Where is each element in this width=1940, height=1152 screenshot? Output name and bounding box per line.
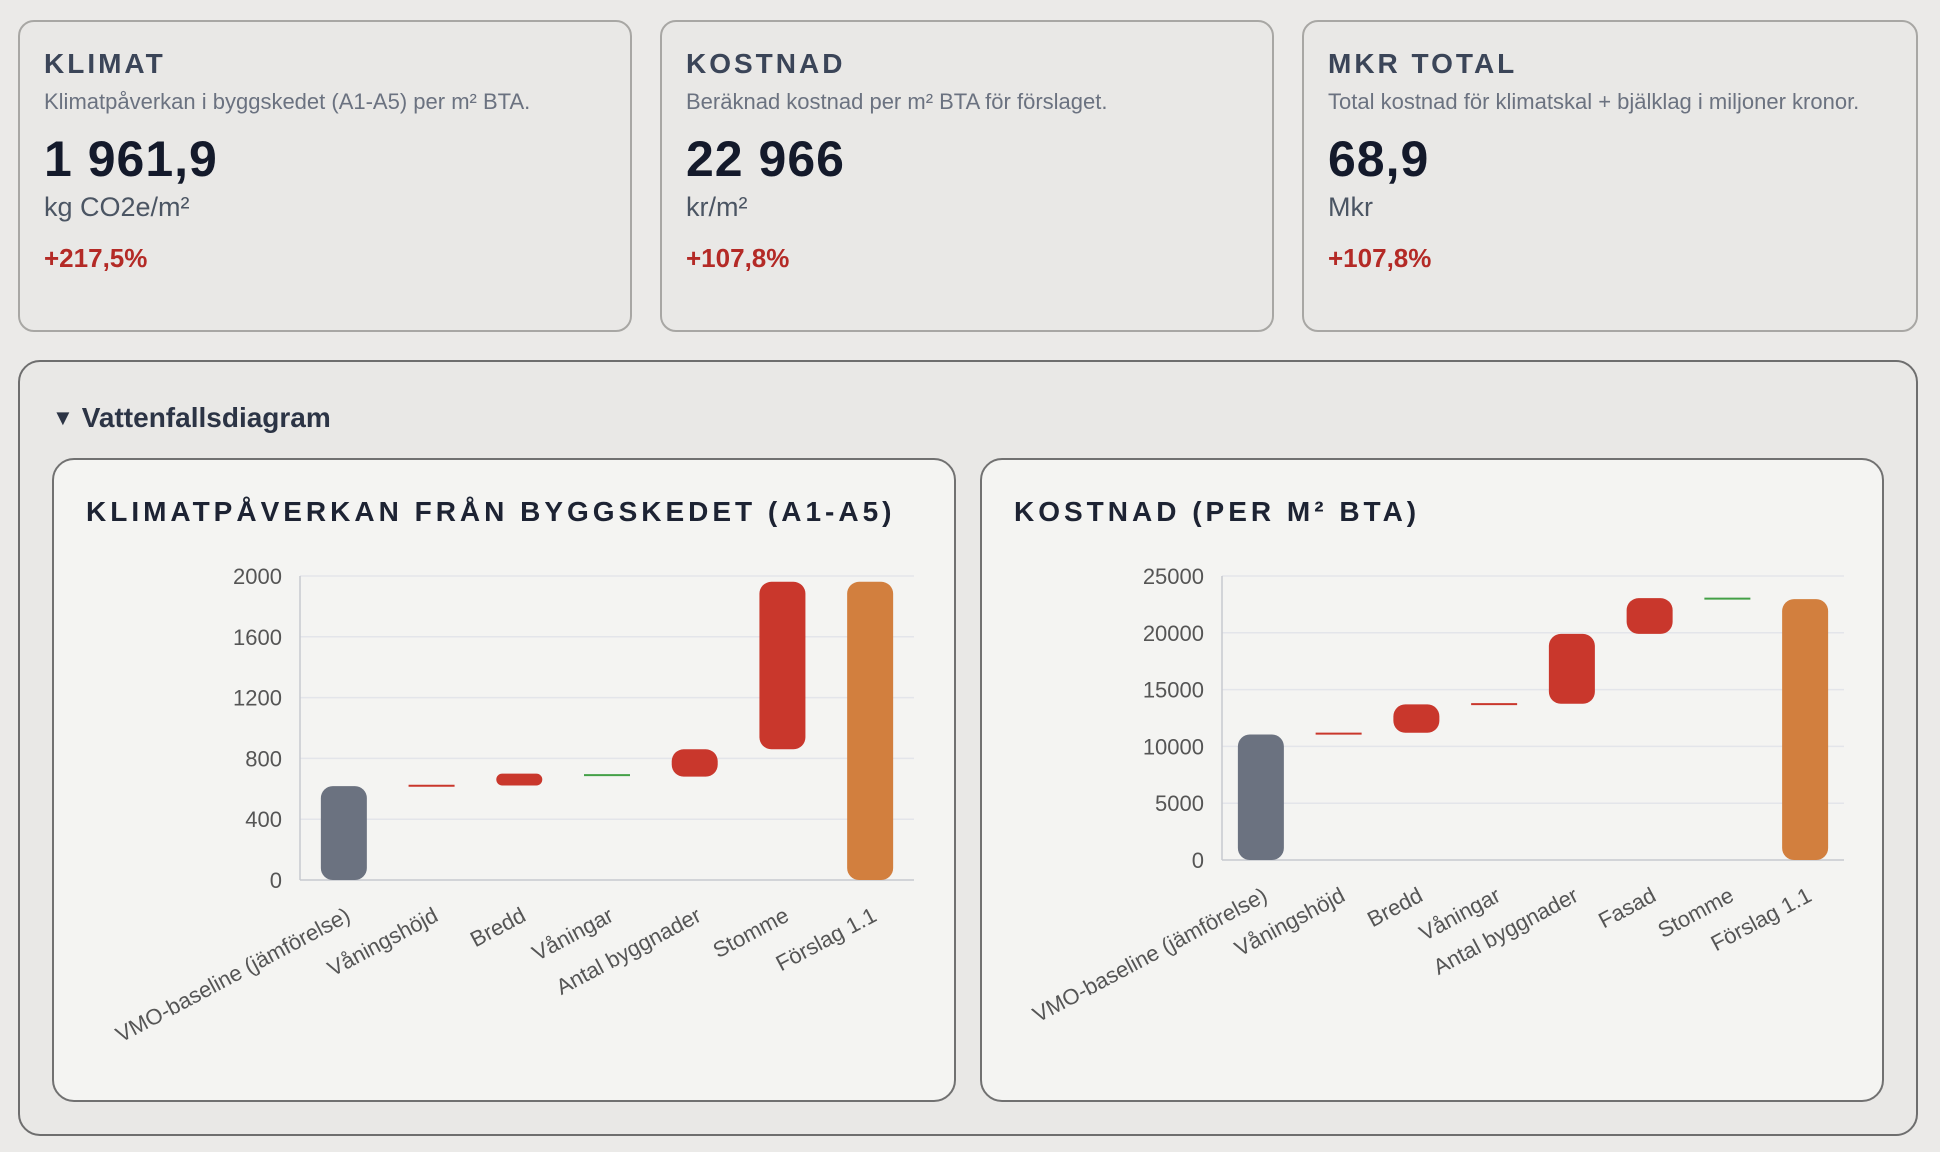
card-description: Klimatpåverkan i byggskedet (A1-A5) per … (44, 89, 531, 114)
x-tick-label: Antal byggnader (552, 902, 705, 999)
y-tick-label: 400 (245, 807, 282, 832)
waterfall-bar (496, 773, 543, 786)
card-unit: kr/m² (686, 192, 748, 222)
y-tick-label: 25000 (1143, 564, 1204, 589)
waterfall-bar (759, 581, 806, 750)
x-tick-label: Fasad (1594, 882, 1660, 933)
y-tick-label: 1200 (233, 686, 282, 711)
x-tick-label: VMO-baseline (jämförelse) (1028, 882, 1271, 1027)
waterfall-toggle-label: Vattenfallsdiagram (81, 402, 331, 433)
y-tick-label: 10000 (1143, 734, 1204, 759)
card-description: Beräknad kostnad per m² BTA för förslage… (686, 89, 1108, 114)
card-description: Total kostnad för klimatskal + bjälklag … (1328, 89, 1860, 114)
card-title: KLIMAT (44, 48, 166, 79)
waterfall-bar (1626, 598, 1673, 634)
waterfall-bar (671, 749, 718, 777)
card-value: 1 961,9 (44, 131, 218, 187)
waterfall-bar (847, 581, 894, 880)
waterfall-bar (1782, 599, 1829, 860)
y-tick-label: 0 (270, 868, 282, 893)
waterfall-bar (320, 786, 367, 880)
card-delta: +107,8% (1328, 243, 1432, 273)
y-tick-label: 15000 (1143, 678, 1204, 703)
waterfall-bar (1237, 734, 1284, 860)
card-value: 68,9 (1328, 131, 1430, 187)
waterfall-bar (1393, 704, 1440, 733)
card-title: KOSTNAD (686, 48, 846, 79)
card-unit: Mkr (1328, 192, 1373, 222)
waterfall-bar (1548, 633, 1595, 704)
climate-waterfall-chart: 0 400 800 1200 1600 2000 VMO-baseline (jämföre… (111, 564, 914, 1047)
waterfall-panel: ▼ Vattenfallsdiagram KLIMATPÅVERKAN FRÅN … (18, 360, 1918, 1136)
x-tick-label: Bredd (466, 902, 530, 952)
y-tick-label: 5000 (1155, 791, 1204, 816)
y-tick-label: 1600 (233, 625, 282, 650)
card-unit: kg CO2e/m² (44, 192, 190, 222)
waterfall-toggle[interactable]: ▼ Vattenfallsdiagram (52, 402, 331, 434)
climate-chart-card: KLIMATPÅVERKAN FRÅN BYGGSKEDET (A1-A5) 0… (52, 458, 956, 1102)
chart-title: KOSTNAD (PER M² BTA) (1014, 496, 1421, 527)
y-tick-label: 0 (1192, 848, 1204, 873)
x-tick-label: Förslag 1.1 (772, 902, 881, 976)
card-value: 22 966 (686, 131, 845, 187)
y-tick-label: 800 (245, 746, 282, 771)
card-delta: +217,5% (44, 243, 148, 273)
card-title: MKR TOTAL (1328, 48, 1518, 79)
y-tick-label: 2000 (233, 564, 282, 589)
x-tick-label: VMO-baseline (jämförelse) (111, 902, 354, 1047)
y-tick-label: 20000 (1143, 621, 1204, 646)
kpi-card-klimat: KLIMAT Klimatpåverkan i byggskedet (A1-A… (18, 20, 632, 332)
triangle-down-icon: ▼ (52, 405, 74, 430)
kpi-card-kostnad: KOSTNAD Beräknad kostnad per m² BTA för … (660, 20, 1274, 332)
cost-chart-card: KOSTNAD (PER M² BTA) 0 5000 10000 15000 2000… (980, 458, 1884, 1102)
card-delta: +107,8% (686, 243, 790, 273)
cost-waterfall-chart: 0 5000 10000 15000 20000 25000 VMO-baseline (j… (1028, 564, 1844, 1027)
chart-title: KLIMATPÅVERKAN FRÅN BYGGSKEDET (A1-A5) (86, 496, 896, 527)
kpi-card-mkr-total: MKR TOTAL Total kostnad för klimatskal +… (1302, 20, 1918, 332)
